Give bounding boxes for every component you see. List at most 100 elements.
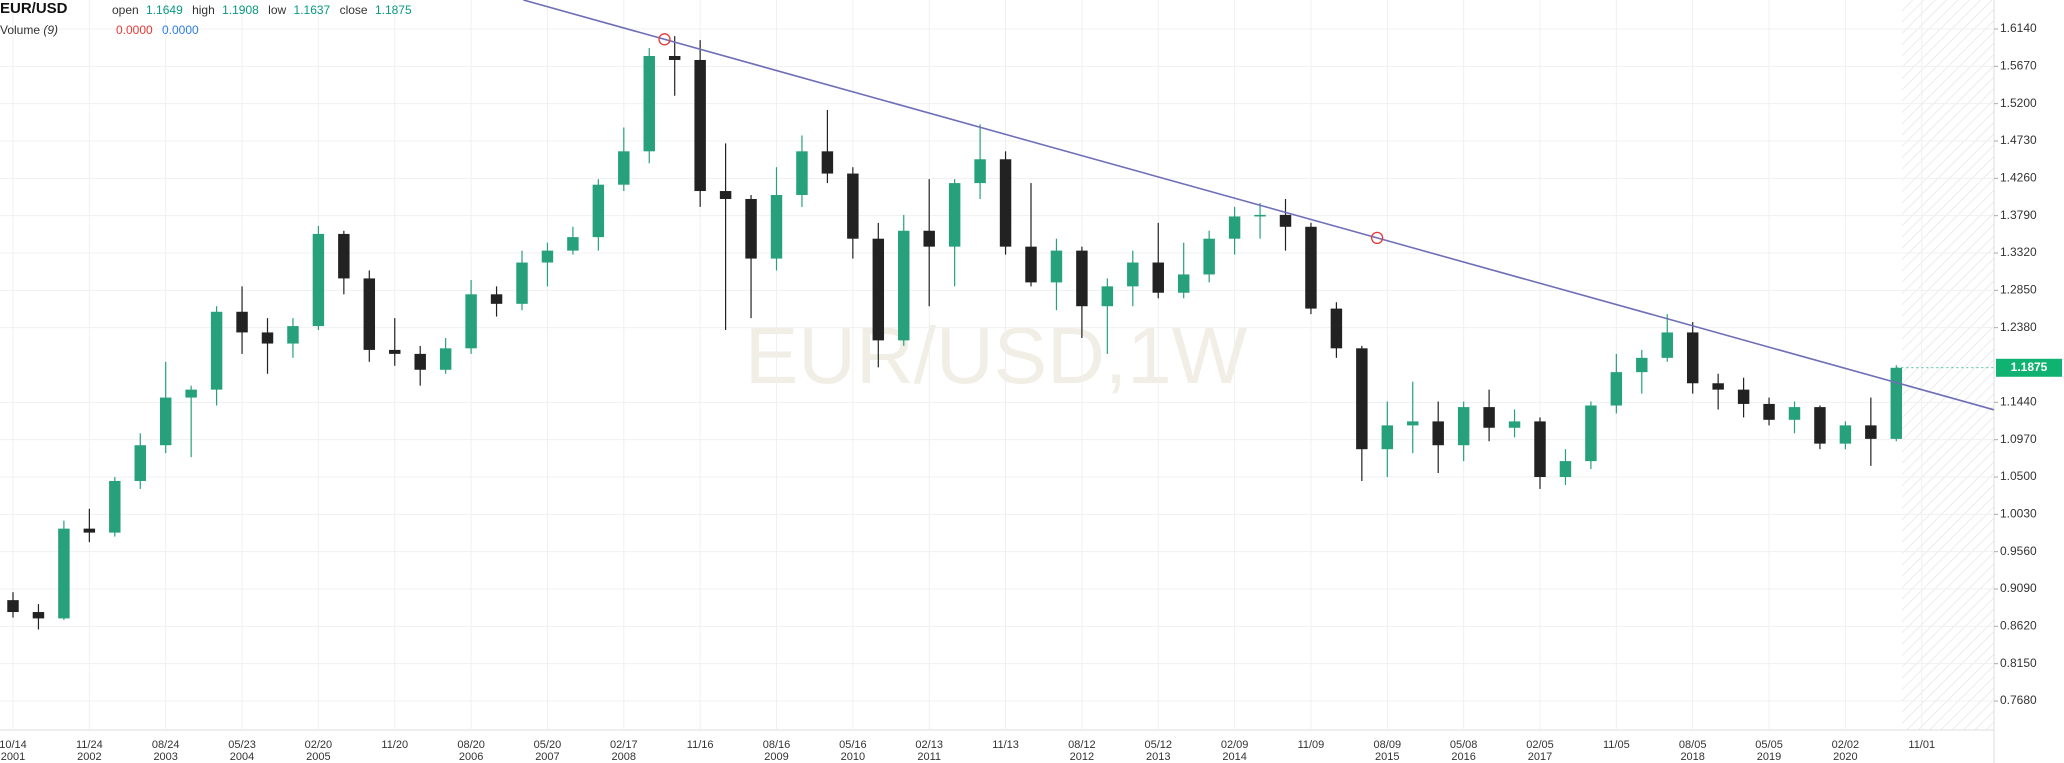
x-tick-label: 08/12 2012	[1068, 739, 1096, 763]
candle-body	[1356, 348, 1368, 450]
candle-body	[1483, 407, 1495, 428]
candle-body	[974, 159, 986, 184]
candle-body	[1076, 250, 1088, 307]
candle-body	[745, 198, 757, 259]
candle-body	[1763, 403, 1775, 420]
candle-body	[770, 195, 783, 259]
x-tick-label: 11/24 2002	[75, 739, 103, 763]
candle-body	[719, 191, 732, 199]
x-tick-label: 05/12 2013	[1144, 739, 1173, 763]
candle-body	[1534, 421, 1546, 478]
candle-body	[7, 600, 19, 613]
candle-body	[389, 349, 401, 354]
x-tick-label: 05/08 2016	[1449, 739, 1478, 763]
candle-body	[134, 445, 146, 481]
y-tick-label: 1.2380	[2000, 320, 2037, 334]
candle-body	[1661, 332, 1673, 358]
low-value: 1.1637	[293, 3, 331, 17]
candle-body	[159, 397, 172, 446]
candle-body	[1432, 421, 1444, 446]
x-tick-label: 08/20 2006	[457, 739, 485, 763]
candle-body	[618, 151, 630, 185]
x-tick-label: 02/20 2005	[304, 739, 333, 763]
close-value: 1.1875	[374, 3, 412, 17]
candle-body	[1101, 286, 1114, 307]
candle-body	[1381, 425, 1394, 450]
candle-body	[643, 56, 655, 152]
candle-body	[1203, 238, 1215, 275]
y-tick-label: 1.4730	[2000, 133, 2037, 147]
candle-body	[1814, 407, 1826, 444]
y-tick-label: 1.4260	[2000, 171, 2037, 185]
candle-body	[58, 528, 70, 619]
volume-legend: Volume (9)	[0, 23, 58, 37]
candle-body	[516, 262, 528, 304]
y-tick-label: 1.5670	[2000, 58, 2037, 72]
symbol: EUR/USD	[0, 0, 68, 17]
volume-ma-value: 0.0000	[162, 23, 199, 37]
future-area	[1902, 0, 1994, 730]
candle-body	[1636, 357, 1648, 373]
candle-body	[414, 353, 426, 370]
candle-body	[109, 480, 121, 533]
y-tick-label: 1.6140	[2000, 21, 2037, 35]
candle-body	[948, 183, 961, 247]
x-tick-label: 02/09 2014	[1220, 739, 1249, 763]
candle-body	[541, 250, 554, 263]
candle-body	[1737, 389, 1750, 404]
candle-body	[847, 173, 859, 239]
candle-body	[796, 151, 808, 196]
x-tick-label: 11/01	[1908, 739, 1936, 751]
open-value: 1.1649	[146, 3, 183, 17]
y-tick-label: 1.3790	[2000, 208, 2037, 222]
candle-body	[236, 311, 248, 333]
candle-body	[312, 233, 325, 327]
candle-body	[694, 59, 706, 192]
x-tick-label: 05/20 2007	[533, 739, 562, 763]
last-price-label: 1.1875	[2011, 360, 2048, 374]
candle-body	[1890, 367, 1903, 439]
trend-anchor	[1370, 231, 1384, 245]
x-tick-label: 11/13	[992, 739, 1019, 751]
high-value: 1.1908	[222, 3, 259, 17]
candle-body	[1865, 425, 1877, 439]
candle-body	[1407, 421, 1419, 426]
x-tick-label: 05/05 2019	[1755, 739, 1783, 763]
watermark: EUR/USD,1W	[745, 311, 1248, 400]
candle-body	[287, 326, 299, 344]
candle-body	[490, 294, 503, 304]
candle-body	[261, 332, 274, 344]
candle-body	[32, 612, 45, 619]
candle-body	[592, 184, 605, 238]
candle-body	[898, 230, 910, 341]
candle-body	[1127, 262, 1139, 287]
candle-body	[1585, 405, 1597, 462]
candle-body	[1712, 383, 1724, 390]
candle-body	[1228, 216, 1241, 239]
x-tick-label: 08/24 2003	[151, 739, 180, 763]
y-tick-label: 0.9560	[2000, 544, 2037, 558]
x-tick-label: 11/09	[1297, 739, 1325, 751]
candle-body	[338, 233, 350, 279]
x-tick-label: 11/20	[381, 739, 409, 751]
y-tick-label: 1.1440	[2000, 395, 2037, 409]
candle-body	[1508, 421, 1521, 428]
candle-body	[1457, 407, 1470, 446]
candle-body	[1025, 246, 1037, 283]
candle-body	[363, 278, 376, 350]
trend-anchor	[658, 33, 671, 46]
y-tick-label: 1.0970	[2000, 432, 2037, 446]
x-tick-label: 11/16	[686, 739, 714, 751]
candle-body	[83, 528, 96, 533]
x-tick-label: 02/13 2011	[915, 739, 943, 763]
candle-body	[1839, 425, 1852, 444]
candle-body	[668, 56, 681, 60]
candle-body	[439, 348, 452, 370]
y-tick-label: 0.9090	[2000, 581, 2037, 595]
volume-value: 0.0000	[116, 23, 153, 37]
x-tick-label: 08/09 2015	[1373, 739, 1402, 763]
x-tick-label: 11/05	[1602, 739, 1630, 751]
close-label: close	[339, 3, 368, 17]
y-tick-label: 0.7680	[2000, 693, 2037, 707]
